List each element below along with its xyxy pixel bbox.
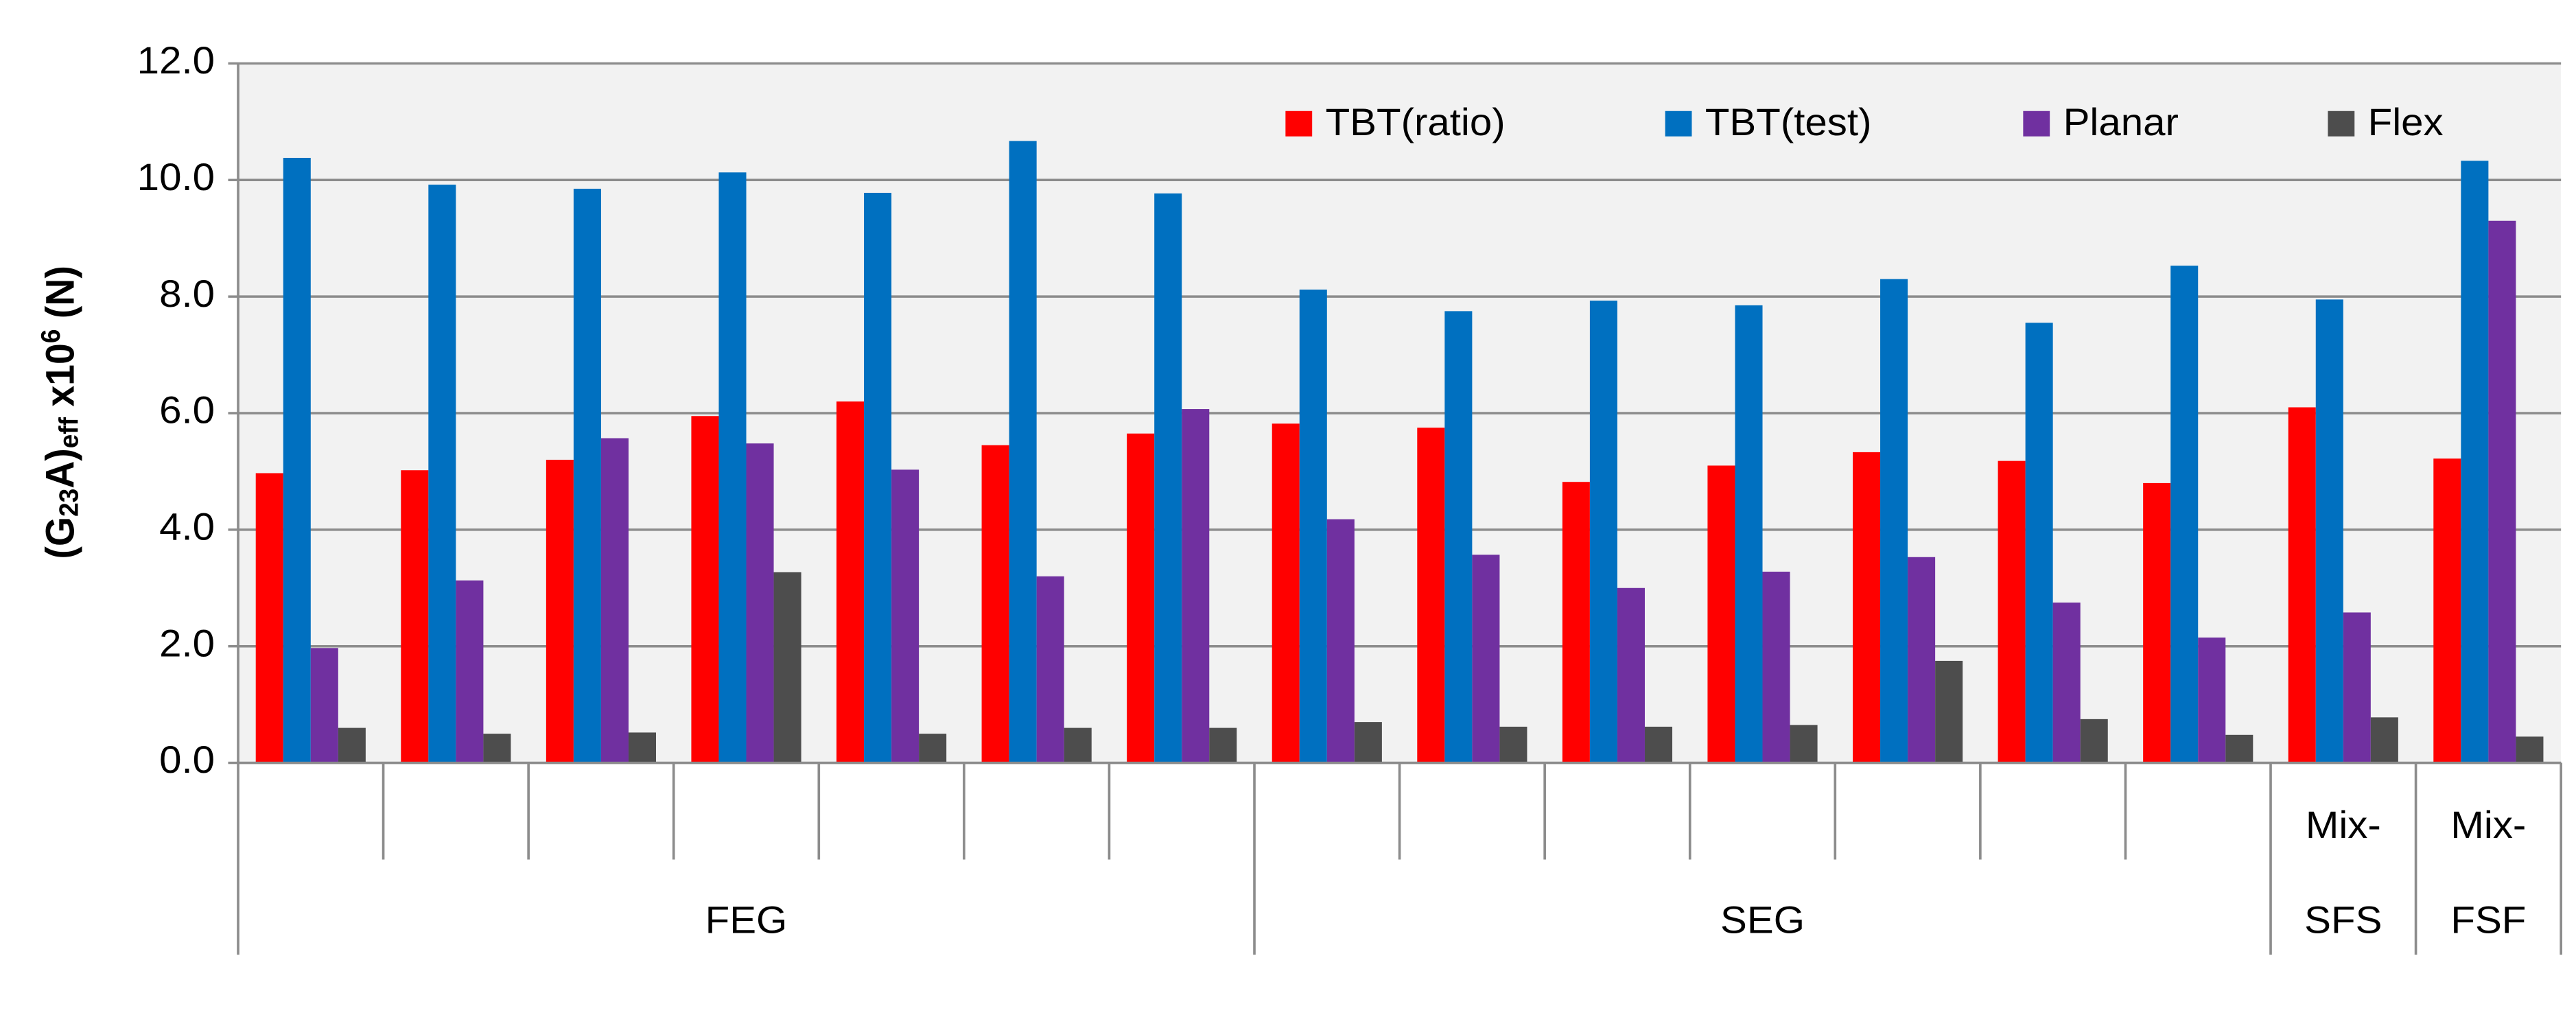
y-tick-label: 4.0: [159, 506, 215, 548]
bar: [483, 734, 511, 763]
bar: [2516, 736, 2544, 763]
bar: [836, 401, 865, 763]
bar: [1853, 452, 1881, 763]
y-tick-label: 0.0: [159, 739, 215, 781]
bar: [2370, 717, 2398, 763]
bar: [428, 185, 456, 763]
bar: [1735, 305, 1763, 763]
bar: [919, 734, 947, 763]
bar: [600, 438, 629, 763]
bar: [338, 727, 366, 763]
y-tick-label: 12.0: [137, 40, 215, 82]
bar: [1644, 726, 1673, 763]
bar: [1762, 572, 1790, 763]
bar: [573, 189, 601, 763]
bar: [310, 648, 338, 763]
group-label: FEG: [705, 900, 788, 942]
legend-label: Flex: [2368, 102, 2444, 143]
bar: [981, 445, 1009, 763]
bar: [864, 192, 892, 763]
bar: [1299, 289, 1327, 763]
bar: [1417, 428, 1445, 763]
bar: [2052, 603, 2081, 763]
bar: [1998, 460, 2026, 763]
group-label: SFS: [2304, 900, 2382, 942]
y-axis-title-part: (G: [38, 517, 83, 559]
bar: [1064, 727, 1092, 763]
bar: [1036, 576, 1064, 763]
bar: [1617, 587, 1645, 763]
bar: [1444, 311, 1473, 763]
y-tick-label: 6.0: [159, 390, 215, 432]
bar: [2198, 637, 2226, 763]
bar: [546, 459, 574, 763]
y-axis-title-part: eff: [55, 417, 84, 449]
bar: [2343, 612, 2371, 763]
bar: [2025, 323, 2053, 763]
bar: [1154, 193, 1182, 763]
bar: [691, 416, 719, 763]
y-tick-label: 2.0: [159, 623, 215, 665]
bar: [255, 473, 283, 763]
legend-swatch: [1665, 110, 1692, 137]
group-label: FSF: [2450, 900, 2526, 942]
legend-label: Planar: [2063, 102, 2179, 143]
bar: [1272, 423, 1300, 763]
bar: [2433, 458, 2461, 763]
bar: [1499, 726, 1527, 763]
bar: [718, 172, 747, 763]
bar: [1562, 482, 1590, 763]
y-axis-title-part: 23: [55, 489, 84, 517]
x-tick-label: Mix-: [2450, 804, 2526, 846]
legend-label: TBT(ratio): [1326, 102, 1506, 143]
group-label: SEG: [1720, 900, 1805, 942]
bar: [773, 572, 801, 763]
y-axis-title-part: A): [38, 448, 83, 489]
bar: [1354, 722, 1382, 763]
bar: [283, 158, 311, 763]
bar: [2315, 299, 2343, 763]
bar: [1127, 433, 1155, 763]
bar: [746, 443, 774, 763]
bar: [1589, 301, 1617, 763]
bar: [1326, 519, 1355, 763]
bar: [456, 580, 484, 763]
y-axis-title: (G23A)eff x106 (N): [36, 266, 84, 559]
y-tick-label: 8.0: [159, 273, 215, 315]
bar: [1182, 409, 1210, 763]
x-tick-label: Mix-: [2306, 804, 2381, 846]
bar: [1880, 279, 1908, 763]
bar: [1472, 555, 1500, 763]
bar: [2461, 161, 2489, 763]
y-axis-title-part: x10: [38, 343, 83, 417]
bar: [1790, 725, 1818, 763]
bar: [1908, 557, 1936, 763]
y-tick-label: 10.0: [137, 156, 215, 198]
bar: [1209, 727, 1237, 763]
legend-label: TBT(test): [1705, 102, 1872, 143]
legend-swatch: [2328, 110, 2355, 137]
bar: [1009, 141, 1037, 763]
y-axis-title-part: 6: [36, 329, 66, 344]
bar: [2170, 266, 2199, 763]
bar: [2225, 734, 2253, 763]
y-axis-title-part: (N): [38, 266, 83, 329]
bar: [2488, 220, 2516, 763]
bar: [2288, 407, 2316, 763]
bar: [2080, 719, 2108, 763]
bar: [628, 732, 657, 763]
bar: [2143, 482, 2171, 763]
bar: [891, 469, 920, 763]
bar: [1707, 465, 1735, 763]
bar: [401, 470, 429, 763]
bar: [1935, 660, 1963, 763]
legend-swatch: [1285, 110, 1313, 137]
legend-swatch: [2023, 110, 2050, 137]
